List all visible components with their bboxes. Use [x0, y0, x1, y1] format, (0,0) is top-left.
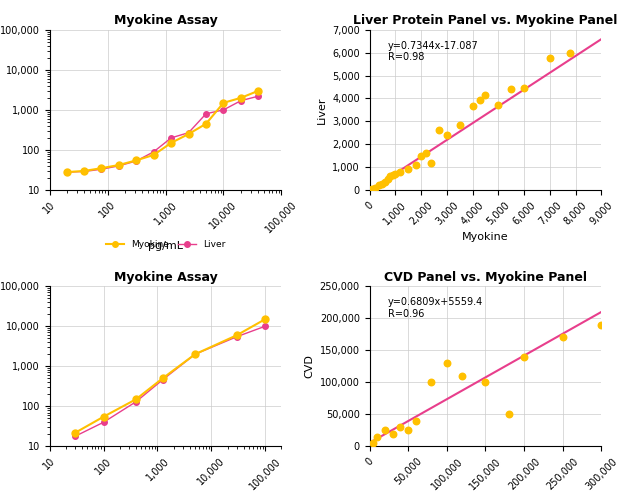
- Point: [467, 103, 477, 111]
- Point: [421, 149, 431, 157]
- Legend: Myokine, CVD: Myokine, CVD: [104, 493, 228, 496]
- Point: [565, 49, 575, 57]
- Point: [403, 427, 413, 434]
- Point: [367, 185, 377, 193]
- X-axis label: pg/mL: pg/mL: [148, 241, 183, 250]
- Title: CVD Panel vs. Myokine Panel: CVD Panel vs. Myokine Panel: [384, 271, 587, 284]
- Point: [380, 427, 390, 434]
- Point: [411, 161, 421, 169]
- Text: R=0.98: R=0.98: [388, 52, 425, 62]
- Point: [396, 168, 405, 176]
- Point: [480, 91, 490, 99]
- Point: [476, 96, 485, 104]
- Point: [416, 152, 426, 160]
- Text: R=0.96: R=0.96: [388, 309, 425, 318]
- Point: [427, 159, 436, 167]
- Point: [427, 378, 436, 386]
- Point: [370, 184, 379, 191]
- Point: [454, 121, 464, 129]
- Y-axis label: Liver: Liver: [317, 96, 327, 124]
- Point: [373, 433, 383, 441]
- Point: [519, 353, 529, 361]
- Point: [403, 166, 413, 174]
- Y-axis label: CVD: CVD: [304, 354, 314, 378]
- Point: [503, 410, 513, 418]
- Point: [442, 131, 452, 139]
- Point: [519, 84, 529, 92]
- Point: [368, 439, 378, 447]
- Point: [596, 320, 606, 328]
- Title: Myokine Assay: Myokine Assay: [113, 14, 218, 27]
- Text: y=0.6809x+5559.4: y=0.6809x+5559.4: [388, 298, 484, 308]
- Point: [385, 172, 395, 180]
- Point: [558, 333, 568, 341]
- Point: [507, 85, 516, 93]
- Point: [388, 430, 397, 437]
- Point: [442, 359, 452, 367]
- Point: [366, 186, 376, 194]
- Point: [388, 171, 397, 179]
- Point: [383, 175, 392, 183]
- Point: [378, 181, 388, 188]
- Point: [374, 182, 384, 189]
- Point: [411, 417, 421, 425]
- Point: [380, 178, 390, 186]
- Legend: Myokine, Liver: Myokine, Liver: [102, 237, 229, 253]
- Point: [396, 423, 405, 431]
- Point: [545, 55, 555, 62]
- Text: y=0.7344x-17.087: y=0.7344x-17.087: [388, 41, 479, 51]
- Title: Myokine Assay: Myokine Assay: [113, 271, 218, 284]
- Point: [494, 101, 503, 109]
- Point: [391, 170, 401, 178]
- Point: [458, 372, 467, 380]
- Point: [434, 126, 444, 134]
- Title: Liver Protein Panel vs. Myokine Panel: Liver Protein Panel vs. Myokine Panel: [353, 14, 618, 27]
- X-axis label: Myokine: Myokine: [462, 232, 509, 242]
- Point: [480, 378, 490, 386]
